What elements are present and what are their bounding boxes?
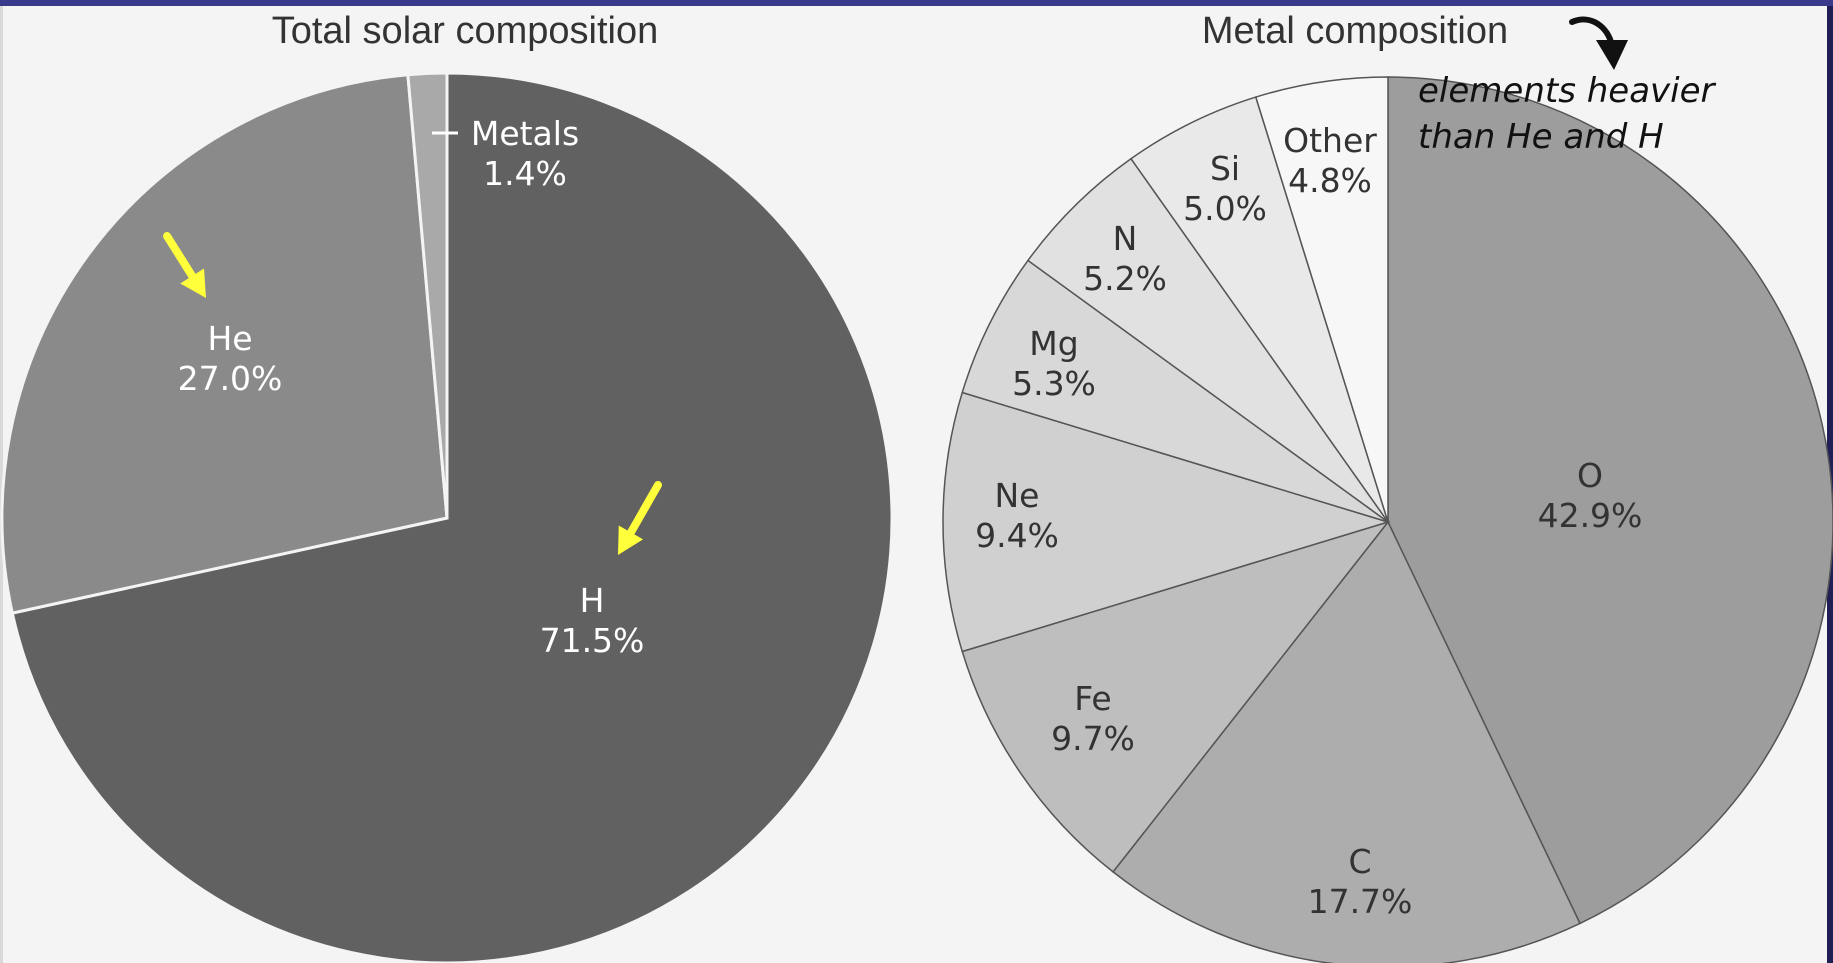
- slice-name: Other: [1283, 121, 1377, 160]
- h-arrow-icon: [618, 481, 662, 555]
- slice-label-si: Si 5.0%: [1183, 149, 1267, 228]
- pie-slice-fe: [961, 520, 1391, 873]
- slice-name: Ne: [995, 476, 1040, 515]
- pie-slice-n: [1026, 157, 1389, 523]
- total-solar-composition-chart: Total solar composition H 71.5% He 27.0% Met…: [0, 10, 894, 963]
- slice-label-fe: Fe 9.7%: [1051, 679, 1135, 758]
- annotation-arrows: [163, 232, 662, 555]
- slice-value: 17.7%: [1308, 882, 1413, 921]
- slice-label-ne: Ne 9.4%: [975, 476, 1059, 555]
- metal-composition-chart: Metal composition O 42.9%C 17.7%Fe 9.7%Ne 9.…: [942, 10, 1833, 963]
- slice-name: N: [1113, 219, 1138, 258]
- slice-label-c: C 17.7%: [1308, 842, 1413, 921]
- slice-labels: O 42.9%C 17.7%Fe 9.7%Ne 9.4%Mg 5.3%N 5.2%Si 5.0…: [975, 121, 1642, 921]
- slice-value: 9.4%: [975, 516, 1059, 555]
- pie-slice-mg: [961, 259, 1389, 523]
- slice-name: Fe: [1074, 679, 1111, 718]
- slice-name: Mg: [1029, 324, 1078, 363]
- slice-label-he: He 27.0%: [178, 319, 283, 398]
- slice-name: Metals: [471, 114, 579, 153]
- pie-slices: [0, 71, 894, 963]
- slice-label-h: H 71.5%: [540, 581, 645, 660]
- slice-labels: H 71.5% He 27.0% Metals 1.4%: [178, 114, 645, 660]
- slice-label-o: O 42.9%: [1538, 456, 1643, 535]
- slice-value: 42.9%: [1538, 496, 1643, 535]
- slice-value: 27.0%: [178, 359, 283, 398]
- slice-label-mg: Mg 5.3%: [1012, 324, 1096, 403]
- slice-label-n: N 5.2%: [1083, 219, 1167, 298]
- top-border: [0, 0, 1833, 6]
- pie-slice-he: [0, 73, 449, 615]
- slice-value: 5.0%: [1183, 189, 1267, 228]
- slice-value: 5.2%: [1083, 259, 1167, 298]
- he-arrow-icon: [163, 232, 206, 298]
- slice-name: He: [207, 319, 252, 358]
- pie-slice-h: [10, 71, 894, 963]
- left-border: [0, 6, 3, 963]
- slice-value: 71.5%: [540, 621, 645, 660]
- slice-value: 4.8%: [1288, 161, 1372, 200]
- slice-name: H: [580, 581, 605, 620]
- pie-slice-c: [1111, 520, 1582, 963]
- note-line-1: elements heavier: [1418, 71, 1717, 111]
- handwritten-note: elements heavier than He and H: [1418, 16, 1717, 157]
- note-line-2: than He and H: [1418, 117, 1664, 157]
- slice-value: 1.4%: [483, 154, 567, 193]
- pie-slice-ne: [942, 391, 1391, 653]
- slice-value: 5.3%: [1012, 364, 1096, 403]
- chart-title: Total solar composition: [272, 10, 659, 52]
- slice-name: C: [1348, 842, 1371, 881]
- slice-label-other: Other 4.8%: [1283, 121, 1377, 200]
- slice-name: O: [1577, 456, 1603, 495]
- pie-slice-other: [1254, 76, 1389, 523]
- pie-slice-o: [1387, 76, 1833, 925]
- slice-value: 9.7%: [1051, 719, 1135, 758]
- pie-slices: [942, 76, 1833, 963]
- slice-label-metals: Metals 1.4%: [471, 114, 579, 193]
- arrowhead-icon: [1596, 40, 1628, 70]
- pie-slice-metals: [406, 71, 449, 519]
- slice-name: Si: [1210, 149, 1240, 188]
- chart-title: Metal composition: [1202, 10, 1508, 52]
